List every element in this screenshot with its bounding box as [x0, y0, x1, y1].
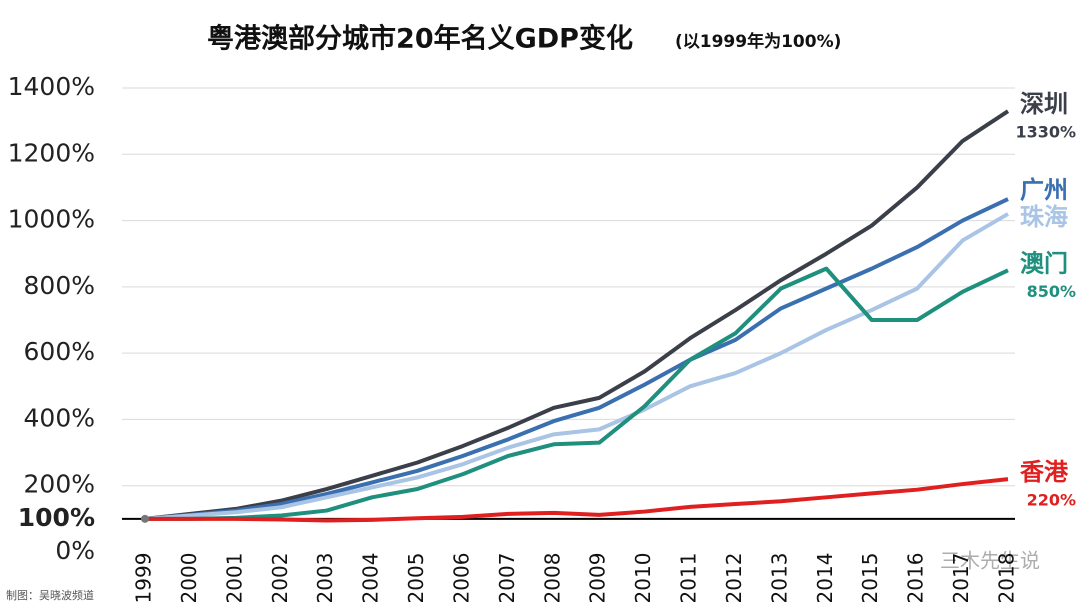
series-line: [145, 477, 1009, 523]
chart-subtitle: (以1999年为100%): [675, 31, 841, 52]
start-point: [141, 514, 149, 523]
y-tick-label: 1400%: [8, 72, 95, 101]
y-tick-label: 800%: [24, 271, 95, 300]
y-tick-label: 1000%: [8, 205, 95, 234]
value-label: 220%: [1027, 491, 1076, 510]
value-label: 850%: [1027, 282, 1076, 301]
x-tick-label: 2003: [313, 553, 337, 604]
watermark: 三木先生说: [940, 549, 1040, 573]
x-tick-label: 2009: [586, 553, 610, 604]
x-tick-label: 2015: [858, 553, 882, 604]
x-tick-label: 2016: [904, 553, 928, 604]
x-tick-label: 2013: [767, 553, 791, 604]
y-tick-label: 0%: [55, 536, 95, 565]
x-tick-label: 2010: [631, 553, 655, 604]
x-tick-label: 2005: [404, 553, 428, 604]
x-tick-label: 2014: [813, 553, 837, 604]
x-tick-label: 2006: [449, 553, 473, 604]
series-line: [144, 197, 1009, 521]
x-tick-label: 2007: [495, 553, 519, 604]
series-name: 深圳: [1020, 90, 1068, 118]
series-name: 广州: [1020, 176, 1068, 204]
series-line: [144, 109, 1010, 521]
y-tick-label: 1200%: [8, 138, 95, 167]
y-tick-label: 400%: [24, 403, 95, 432]
y-tick-label: 600%: [24, 337, 95, 366]
x-tick-label: 2001: [222, 553, 246, 604]
x-tick-label: 2017: [949, 553, 973, 604]
x-tick-label: 2000: [177, 553, 201, 604]
series-line: [145, 266, 1009, 521]
y-tick-label: 100%: [18, 503, 95, 532]
series-name: 澳门: [1020, 249, 1068, 277]
series-name: 珠海: [1020, 203, 1068, 231]
x-tick-label: 2018: [995, 553, 1019, 604]
series-name: 香港: [1020, 458, 1069, 486]
chart-title: 粤港澳部分城市20年名义GDP变化: [207, 23, 633, 55]
x-tick-label: 2012: [722, 553, 746, 604]
credit: 制图：吴晓波频道: [6, 588, 94, 602]
y-tick-label: 200%: [24, 470, 95, 499]
x-tick-label: 2011: [677, 553, 701, 604]
series-line: [144, 212, 1010, 521]
value-label: 1330%: [1015, 123, 1076, 142]
x-tick-label: 2004: [359, 553, 383, 604]
x-tick-label: 2008: [540, 553, 564, 604]
x-tick-label: 2002: [268, 553, 292, 604]
x-tick-label: 1999: [132, 553, 156, 604]
